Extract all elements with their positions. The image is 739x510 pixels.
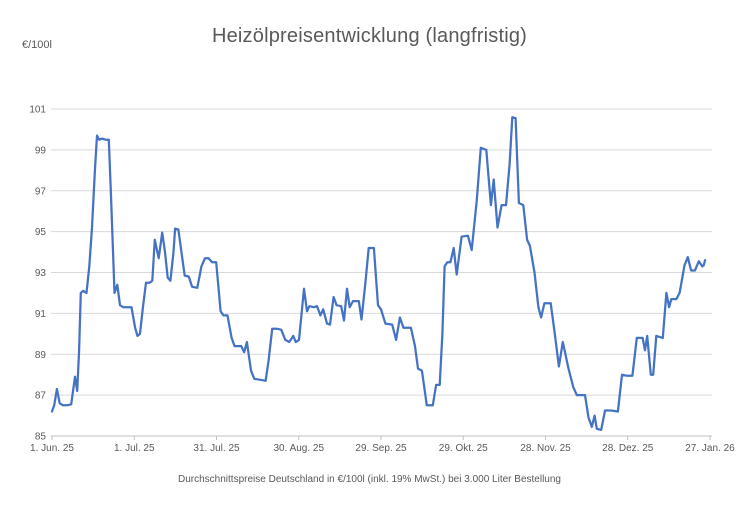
chart-title: Heizölpreisentwicklung (langfristig) (211, 25, 528, 47)
x-tick-label: 31. Jul. 25 (193, 443, 240, 454)
x-tick-label: 30. Aug. 25 (273, 443, 324, 454)
price-line (50, 116, 707, 432)
x-tick-label: 1. Jun. 25 (30, 443, 74, 454)
x-tick-label: 28. Dez. 25 (602, 443, 654, 454)
y-tick-label: 89 (35, 350, 47, 361)
y-tick-label: 85 (35, 432, 47, 443)
x-tick-label: 29. Okt. 25 (439, 443, 488, 454)
x-tick-label: 1. Jul. 25 (114, 443, 155, 454)
y-tick-label: 91 (35, 309, 47, 320)
chart-caption: Durchschnittspreise Deutschland in €/100… (178, 474, 561, 485)
y-tick-label: 99 (35, 145, 47, 156)
x-tick-label: 27. Jan. 26 (685, 443, 735, 454)
y-tick-label: 93 (35, 268, 47, 279)
y-tick-label: 97 (35, 186, 47, 197)
y-tick-label: 95 (35, 227, 47, 238)
x-tick-label: 29. Sep. 25 (355, 443, 407, 454)
y-axis-unit-label: €/100l (22, 39, 52, 51)
y-tick-label: 101 (29, 105, 46, 116)
x-tick-label: 28. Nov. 25 (520, 443, 571, 454)
y-tick-label: 87 (35, 391, 47, 402)
